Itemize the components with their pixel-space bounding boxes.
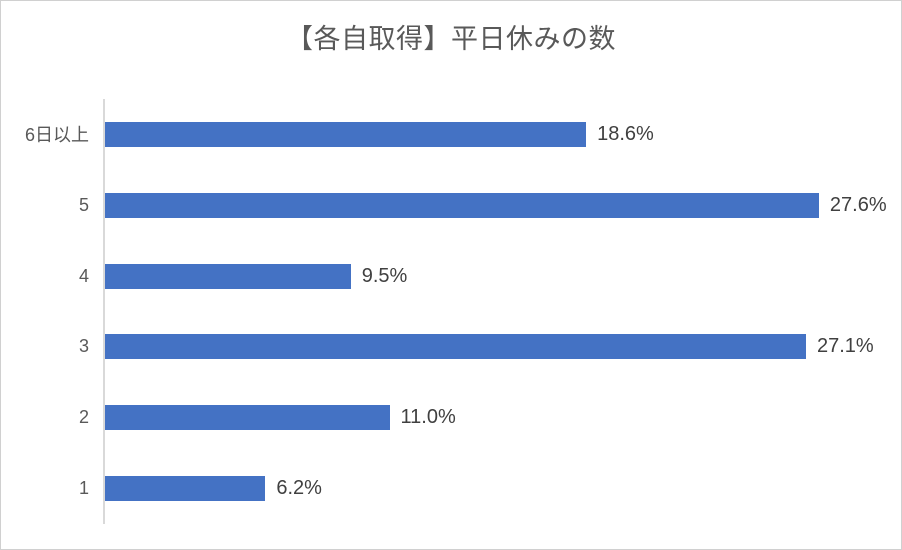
plot-area: 6日以上 18.6% 5 27.6% 4 9.5% 3 27.1% 2 11.0% 1 6.2% <box>1 99 901 524</box>
data-label: 11.0% <box>400 406 456 429</box>
bar-track: 27.6% <box>105 170 887 241</box>
category-label: 4 <box>78 265 89 286</box>
data-label: 9.5% <box>361 264 408 287</box>
bar-rows: 6日以上 18.6% 5 27.6% 4 9.5% 3 27.1% 2 11.0% 1 6.2% <box>1 99 901 524</box>
category-label: 5 <box>78 194 89 215</box>
bar-row: 2 11.0% <box>1 382 901 453</box>
bar-row: 3 27.1% <box>1 311 901 382</box>
data-bar <box>105 334 806 360</box>
category-label: 6日以上 <box>24 125 89 146</box>
bar-track: 6.2% <box>105 453 881 524</box>
chart-title: 【各自取得】平日休みの数 <box>286 24 616 54</box>
category-label: 1 <box>78 478 89 499</box>
bar-track: 11.0% <box>105 382 881 453</box>
bar-row: 1 6.2% <box>1 453 901 524</box>
bar-row: 4 9.5% <box>1 241 901 312</box>
bar-track: 27.1% <box>105 311 881 382</box>
data-label: 18.6% <box>597 122 654 145</box>
data-label: 27.6% <box>829 193 887 216</box>
data-bar <box>105 192 819 218</box>
bar-track: 9.5% <box>105 241 881 312</box>
data-bar <box>105 405 390 431</box>
category-label: 2 <box>78 407 89 428</box>
bar-track: 18.6% <box>105 99 881 170</box>
data-label: 27.1% <box>816 335 874 358</box>
category-label: 3 <box>78 336 89 357</box>
data-bar <box>105 263 351 289</box>
data-bar <box>105 121 587 147</box>
data-bar <box>105 476 266 502</box>
data-label: 6.2% <box>276 477 322 500</box>
bar-row: 6日以上 18.6% <box>1 99 901 170</box>
y-axis-line <box>103 99 105 524</box>
bar-row: 5 27.6% <box>1 170 901 241</box>
